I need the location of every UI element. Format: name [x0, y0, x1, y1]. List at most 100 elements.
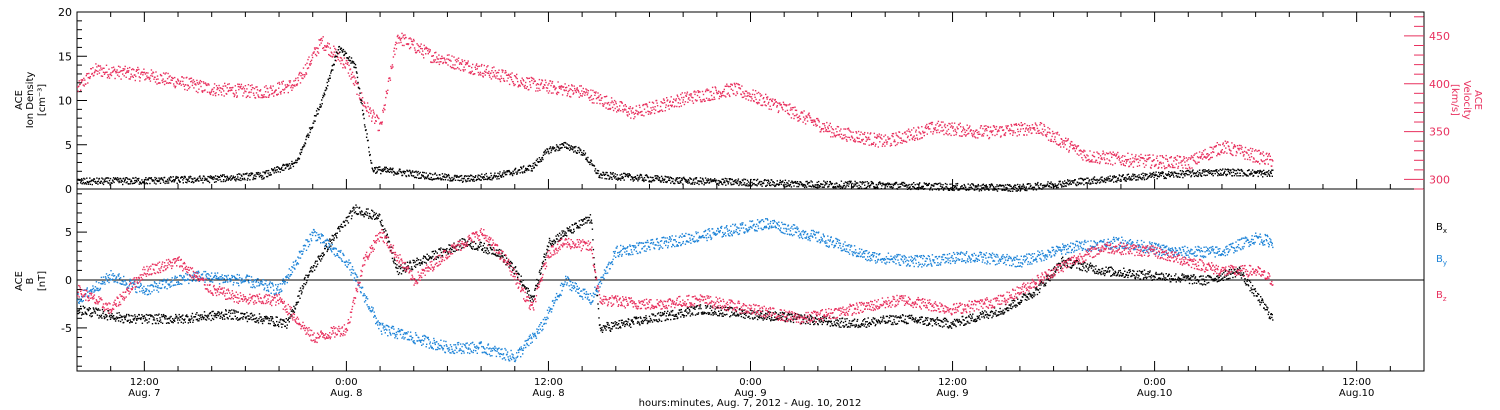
data-point: [666, 97, 668, 99]
data-point: [567, 93, 569, 95]
data-point: [861, 187, 863, 189]
data-point: [1235, 150, 1238, 153]
data-point: [255, 172, 258, 174]
data-point: [727, 181, 729, 183]
data-point: [1078, 178, 1080, 180]
data-point: [1207, 153, 1209, 155]
data-point: [380, 172, 382, 175]
data-point: [1182, 176, 1184, 179]
data-point: [156, 83, 158, 85]
data-point: [835, 187, 837, 189]
data-point: [569, 88, 571, 90]
data-point: [461, 177, 463, 180]
data-point: [723, 88, 725, 91]
data-point: [1261, 170, 1263, 173]
data-point: [167, 82, 170, 84]
data-point: [135, 75, 137, 78]
data-point: [376, 172, 378, 174]
data-point: [154, 76, 156, 78]
data-point: [894, 183, 896, 186]
data-point: [1230, 171, 1233, 174]
data-point: [339, 48, 342, 50]
data-point: [899, 142, 902, 144]
data-point: [1133, 177, 1135, 180]
data-point: [544, 153, 546, 155]
data-point: [1090, 183, 1092, 185]
data-point: [809, 185, 812, 187]
data-point: [426, 176, 428, 178]
data-point: [804, 185, 807, 187]
data-point: [836, 131, 838, 133]
data-point: [208, 84, 210, 86]
data-point: [1199, 174, 1202, 176]
data-point: [952, 126, 954, 128]
data-point: [1247, 175, 1249, 177]
data-point: [1238, 149, 1240, 151]
data-point: [950, 186, 952, 189]
data-point: [83, 77, 85, 80]
data-point: [982, 183, 985, 185]
data-point: [480, 179, 482, 181]
data-point: [616, 106, 618, 108]
data-point: [1086, 154, 1088, 156]
data-point: [83, 177, 85, 180]
data-point: [1096, 151, 1098, 153]
data-point: [388, 168, 390, 171]
data-point: [459, 62, 461, 64]
data-point: [120, 179, 123, 182]
data-point: [301, 77, 303, 79]
data-point: [303, 144, 305, 146]
data-point: [464, 175, 466, 177]
data-point: [1155, 174, 1158, 176]
data-point: [924, 188, 926, 190]
data-point: [416, 50, 419, 52]
data-point: [260, 96, 262, 99]
data-point: [1197, 175, 1199, 178]
data-point: [938, 131, 941, 134]
data-point: [1197, 161, 1199, 163]
data-point: [494, 75, 496, 78]
data-point: [840, 180, 843, 182]
data-point: [616, 111, 618, 113]
data-point: [1003, 186, 1005, 188]
data-point: [790, 107, 792, 109]
data-point: [85, 182, 87, 184]
data-point: [115, 72, 117, 74]
data-point: [660, 181, 662, 183]
data-point: [855, 182, 858, 184]
data-point: [172, 179, 174, 182]
data-point: [981, 135, 983, 137]
data-point: [353, 75, 355, 77]
data-point: [410, 173, 412, 175]
data-point: [247, 84, 250, 86]
data-point: [996, 133, 998, 136]
data-point: [1153, 174, 1156, 177]
data-point: [94, 69, 97, 71]
data-point: [360, 101, 362, 104]
data-point: [1228, 148, 1231, 150]
data-point: [279, 83, 281, 85]
data-point: [726, 83, 728, 85]
data-point: [188, 180, 190, 183]
data-point: [307, 133, 309, 135]
data-point: [926, 123, 928, 126]
data-point: [441, 57, 444, 59]
data-point: [1181, 172, 1183, 175]
data-point: [301, 149, 303, 151]
data-point: [496, 176, 499, 178]
data-point: [978, 190, 980, 192]
data-point: [885, 183, 888, 186]
data-point: [1165, 154, 1167, 157]
data-point: [563, 142, 565, 144]
data-point: [1140, 173, 1143, 175]
data-point: [684, 101, 687, 103]
data-point: [739, 88, 742, 90]
data-point: [1162, 162, 1164, 164]
data-point: [958, 124, 960, 126]
data-point: [130, 181, 132, 183]
data-point: [193, 181, 195, 183]
data-point: [420, 177, 422, 179]
data-point: [86, 313, 88, 316]
data-point: [660, 101, 662, 103]
data-point: [812, 121, 814, 123]
